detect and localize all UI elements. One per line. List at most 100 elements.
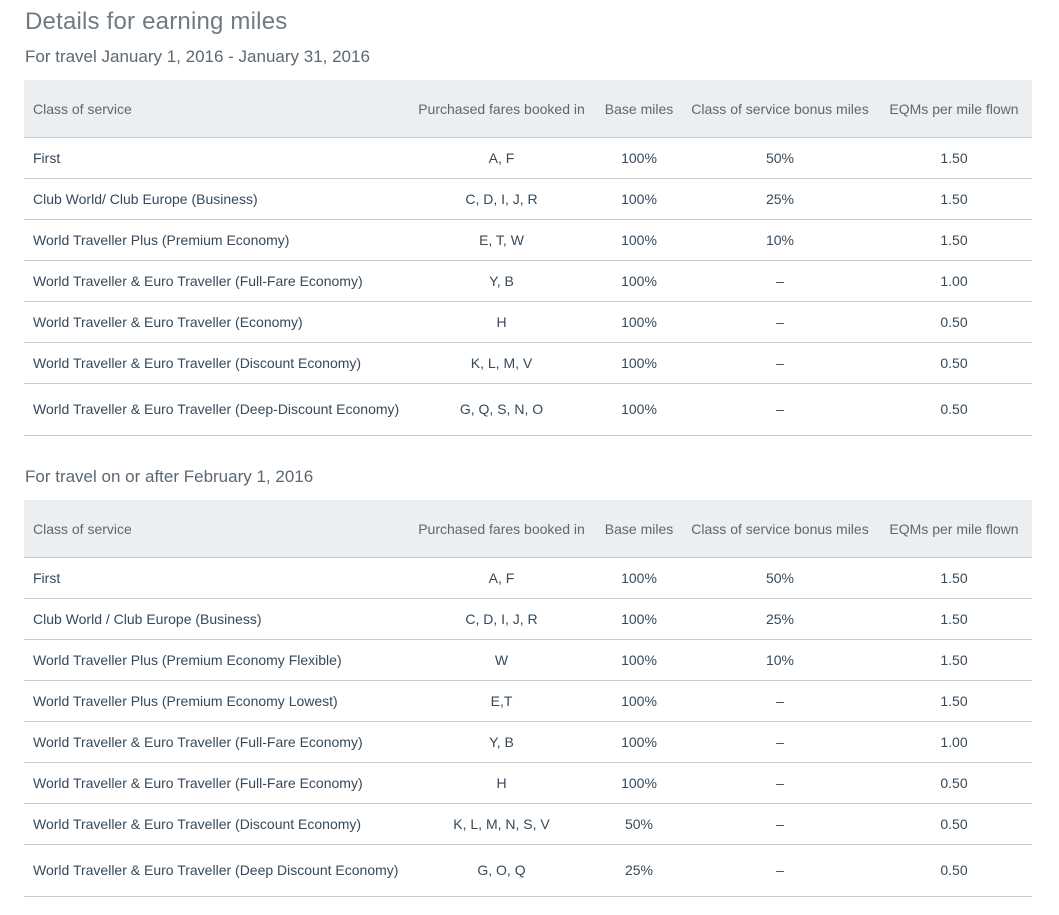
cell-fares: C, D, I, J, R [409, 178, 594, 220]
cell-eqm: 0.50 [876, 301, 1032, 343]
cell-base: 100% [594, 219, 684, 261]
cell-class: World Traveller & Euro Traveller (Discou… [24, 342, 409, 384]
earning-table-feb-2016: Class of service Purchased fares booked … [24, 500, 1032, 897]
cell-class: World Traveller Plus (Premium Economy) [24, 219, 409, 261]
table-header-row: Class of service Purchased fares booked … [24, 500, 1032, 558]
cell-bonus: – [684, 803, 876, 845]
header-eqms: EQMs per mile flown [876, 80, 1032, 138]
cell-eqm: 1.50 [876, 557, 1032, 599]
cell-base: 100% [594, 137, 684, 179]
cell-fares: K, L, M, N, S, V [409, 803, 594, 845]
cell-base: 100% [594, 383, 684, 436]
table-row: World Traveller & Euro Traveller (Econom… [24, 301, 1032, 343]
table-row: First A, F 100% 50% 1.50 [24, 137, 1032, 179]
table-row: World Traveller Plus (Premium Economy) E… [24, 219, 1032, 261]
cell-fares: K, L, M, V [409, 342, 594, 384]
cell-base: 100% [594, 639, 684, 681]
table-row: First A, F 100% 50% 1.50 [24, 557, 1032, 599]
cell-class: Club World/ Club Europe (Business) [24, 178, 409, 220]
header-class-of-service: Class of service [24, 500, 409, 558]
cell-fares: E,T [409, 680, 594, 722]
cell-eqm: 0.50 [876, 342, 1032, 384]
header-bonus-miles: Class of service bonus miles [684, 80, 876, 138]
cell-eqm: 1.50 [876, 178, 1032, 220]
cell-base: 25% [594, 844, 684, 897]
cell-base: 100% [594, 557, 684, 599]
cell-class: World Traveller & Euro Traveller (Full-F… [24, 721, 409, 763]
cell-bonus: – [684, 844, 876, 897]
cell-bonus: – [684, 680, 876, 722]
cell-fares: C, D, I, J, R [409, 598, 594, 640]
table-row: World Traveller & Euro Traveller (Discou… [24, 342, 1032, 384]
table-row: Club World/ Club Europe (Business) C, D,… [24, 178, 1032, 220]
cell-base: 100% [594, 342, 684, 384]
table-row: World Traveller Plus (Premium Economy Lo… [24, 680, 1032, 722]
cell-eqm: 1.00 [876, 721, 1032, 763]
cell-class: World Traveller & Euro Traveller (Full-F… [24, 260, 409, 302]
cell-bonus: 10% [684, 639, 876, 681]
cell-bonus: – [684, 383, 876, 436]
cell-base: 100% [594, 762, 684, 804]
cell-bonus: 50% [684, 557, 876, 599]
section-title-feb-2016: For travel on or after February 1, 2016 [25, 467, 314, 486]
table-row: World Traveller Plus (Premium Economy Fl… [24, 639, 1032, 681]
table-row: World Traveller & Euro Traveller (Full-F… [24, 721, 1032, 763]
page-title: Details for earning miles [25, 8, 288, 35]
table-row: World Traveller & Euro Traveller (Full-F… [24, 762, 1032, 804]
cell-class: World Traveller & Euro Traveller (Econom… [24, 301, 409, 343]
header-class-of-service: Class of service [24, 80, 409, 138]
cell-fares: H [409, 301, 594, 343]
cell-bonus: 10% [684, 219, 876, 261]
cell-bonus: 50% [684, 137, 876, 179]
header-eqms: EQMs per mile flown [876, 500, 1032, 558]
cell-fares: A, F [409, 557, 594, 599]
cell-base: 100% [594, 721, 684, 763]
cell-class: First [24, 137, 409, 179]
cell-eqm: 1.50 [876, 680, 1032, 722]
earning-table-jan-2016: Class of service Purchased fares booked … [24, 80, 1032, 436]
cell-eqm: 0.50 [876, 844, 1032, 897]
cell-bonus: – [684, 260, 876, 302]
cell-eqm: 0.50 [876, 762, 1032, 804]
cell-fares: Y, B [409, 721, 594, 763]
cell-bonus: – [684, 762, 876, 804]
cell-class: World Traveller & Euro Traveller (Deep D… [24, 844, 409, 897]
table-header-row: Class of service Purchased fares booked … [24, 80, 1032, 138]
cell-class: World Traveller & Euro Traveller (Deep-D… [24, 383, 409, 436]
cell-bonus: – [684, 721, 876, 763]
cell-class: World Traveller & Euro Traveller (Full-F… [24, 762, 409, 804]
cell-fares: H [409, 762, 594, 804]
cell-fares: W [409, 639, 594, 681]
table-row: Club World / Club Europe (Business) C, D… [24, 598, 1032, 640]
cell-fares: A, F [409, 137, 594, 179]
cell-fares: Y, B [409, 260, 594, 302]
table-row: World Traveller & Euro Traveller (Deep-D… [24, 383, 1032, 436]
table-row: World Traveller & Euro Traveller (Full-F… [24, 260, 1032, 302]
cell-base: 100% [594, 598, 684, 640]
cell-base: 100% [594, 260, 684, 302]
cell-class: Club World / Club Europe (Business) [24, 598, 409, 640]
header-bonus-miles: Class of service bonus miles [684, 500, 876, 558]
cell-eqm: 1.50 [876, 219, 1032, 261]
section-title-jan-2016: For travel January 1, 2016 - January 31,… [25, 47, 370, 66]
cell-fares: G, Q, S, N, O [409, 383, 594, 436]
table-row: World Traveller & Euro Traveller (Discou… [24, 803, 1032, 845]
cell-eqm: 1.00 [876, 260, 1032, 302]
cell-bonus: 25% [684, 178, 876, 220]
header-fares: Purchased fares booked in [409, 80, 594, 138]
table-row: World Traveller & Euro Traveller (Deep D… [24, 844, 1032, 897]
cell-class: First [24, 557, 409, 599]
header-base-miles: Base miles [594, 80, 684, 138]
cell-fares: G, O, Q [409, 844, 594, 897]
cell-base: 50% [594, 803, 684, 845]
cell-base: 100% [594, 680, 684, 722]
cell-base: 100% [594, 301, 684, 343]
cell-eqm: 0.50 [876, 383, 1032, 436]
cell-eqm: 1.50 [876, 639, 1032, 681]
cell-bonus: – [684, 301, 876, 343]
cell-bonus: – [684, 342, 876, 384]
header-base-miles: Base miles [594, 500, 684, 558]
cell-class: World Traveller Plus (Premium Economy Lo… [24, 680, 409, 722]
cell-bonus: 25% [684, 598, 876, 640]
cell-eqm: 1.50 [876, 137, 1032, 179]
